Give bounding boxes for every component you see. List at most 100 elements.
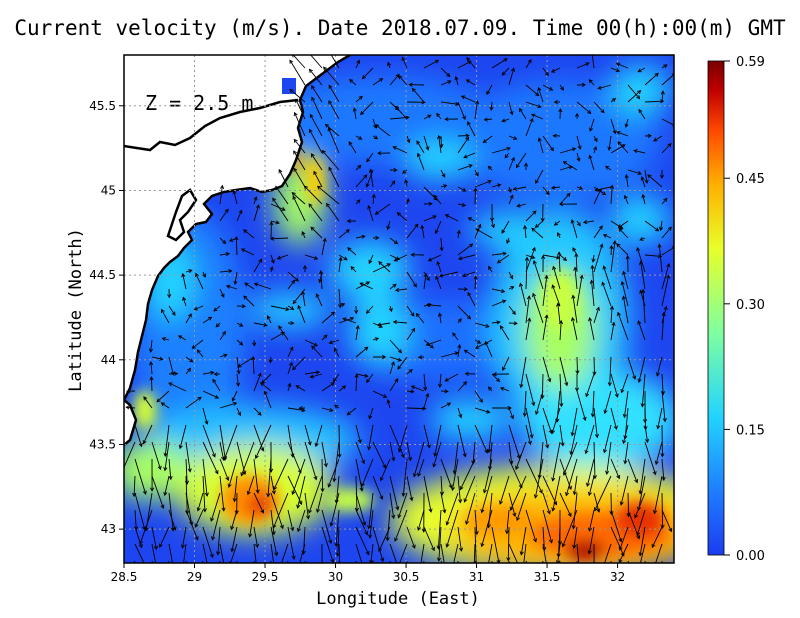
velocity-arrowhead (496, 320, 501, 325)
velocity-arrow (226, 285, 238, 290)
velocity-arrowhead (533, 538, 538, 543)
velocity-arrowhead (526, 295, 531, 300)
velocity-arrow (347, 247, 357, 256)
velocity-arrowhead (479, 398, 483, 403)
velocity-arrow (333, 373, 340, 382)
velocity-arrowhead (364, 531, 369, 536)
velocity-arrow (500, 387, 510, 392)
velocity-arrowhead (254, 543, 260, 549)
velocity-arrowhead (485, 573, 488, 576)
velocity-arrowhead (453, 592, 456, 595)
velocity-arrow (387, 220, 391, 230)
velocity-arrow (143, 424, 153, 444)
velocity-arrowhead (527, 58, 532, 64)
velocity-arrowhead (652, 470, 657, 476)
velocity-arrow (162, 337, 170, 341)
velocity-arrow (437, 261, 442, 273)
velocity-arrow (438, 135, 442, 154)
velocity-arrow (335, 509, 340, 547)
velocity-arrowhead (394, 378, 399, 383)
velocity-arrowhead (468, 164, 473, 169)
velocity-arrowhead (320, 571, 323, 574)
velocity-arrowhead (455, 101, 460, 106)
velocity-arrowhead (394, 105, 399, 110)
velocity-arrowhead (656, 425, 661, 430)
x-tick-label: 28.5 (111, 570, 138, 584)
velocity-arrow (516, 492, 527, 521)
velocity-arrowhead (290, 526, 295, 532)
velocity-arrow (627, 560, 630, 563)
velocity-arrow (542, 407, 553, 434)
velocity-arrowhead (544, 274, 549, 280)
velocity-arrowhead (310, 153, 315, 158)
velocity-arrow (372, 118, 377, 129)
velocity-arrow (202, 458, 208, 496)
velocity-arrowhead (556, 232, 561, 237)
velocity-arrowhead (237, 411, 242, 417)
velocity-arrowhead (332, 586, 335, 589)
velocity-arrow (457, 164, 473, 171)
x-tick-label: 32 (610, 570, 625, 584)
velocity-arrow (524, 225, 527, 239)
velocity-arrowhead (434, 229, 439, 235)
velocity-arrowhead (531, 401, 536, 407)
velocity-arrow (185, 269, 192, 273)
velocity-arrow (627, 492, 630, 517)
velocity-arrowhead (534, 223, 539, 228)
velocity-arrow (321, 526, 334, 563)
velocity-arrow (423, 114, 432, 120)
velocity-arrowhead (260, 509, 265, 514)
velocity-arrow (610, 407, 617, 430)
velocity-arrow (393, 321, 408, 324)
velocity-arrowhead (397, 365, 402, 370)
velocity-arrowhead (260, 447, 265, 452)
velocity-arrow (576, 62, 589, 69)
velocity-arrowhead (303, 185, 308, 190)
velocity-arrowhead (236, 370, 241, 375)
velocity-arrow (618, 543, 629, 563)
velocity-arrowhead (591, 258, 596, 263)
velocity-arrow (150, 339, 153, 353)
velocity-arrowhead (486, 409, 491, 414)
velocity-arrow (542, 254, 560, 259)
velocity-arrowhead (619, 501, 624, 506)
velocity-arrow (592, 254, 595, 262)
velocity-arrow (591, 280, 595, 307)
velocity-arrowhead (192, 586, 195, 589)
velocity-arrowhead (213, 372, 218, 377)
velocity-arrow (542, 275, 548, 307)
velocity-arrowhead (595, 306, 600, 311)
velocity-arrow (588, 79, 595, 86)
velocity-arrow (417, 153, 425, 171)
velocity-arrowhead (354, 373, 359, 378)
velocity-arrowhead (126, 389, 131, 394)
velocity-arrowhead (588, 79, 593, 84)
velocity-arrowhead (233, 280, 238, 286)
velocity-arrow (661, 560, 663, 563)
velocity-arrowhead (269, 266, 274, 271)
velocity-arrowhead (379, 495, 384, 500)
velocity-arrow (398, 424, 408, 452)
lagoon-outline (166, 188, 198, 242)
velocity-arrowhead (460, 95, 466, 100)
velocity-arrow (338, 288, 341, 308)
velocity-arrow (362, 67, 374, 79)
y-tick-label: 44.5 (89, 268, 116, 282)
velocity-arrowhead (658, 226, 664, 232)
velocity-arrow (525, 118, 534, 137)
velocity-arrow (236, 407, 241, 416)
velocity-arrow (464, 349, 476, 358)
velocity-arrowhead (462, 381, 468, 386)
velocity-arrow (355, 281, 370, 290)
velocity-arrow (559, 356, 568, 386)
velocity-arrow (559, 320, 562, 341)
velocity-arrow (150, 361, 153, 375)
velocity-arrowhead (393, 257, 398, 262)
velocity-arrowhead (433, 452, 438, 457)
velocity-arrowhead (571, 525, 576, 530)
velocity-arrow (406, 305, 415, 317)
velocity-arrowhead (148, 348, 154, 353)
velocity-arrowhead (333, 347, 338, 352)
velocity-arrow (436, 113, 442, 120)
velocity-arrowhead (326, 47, 329, 50)
